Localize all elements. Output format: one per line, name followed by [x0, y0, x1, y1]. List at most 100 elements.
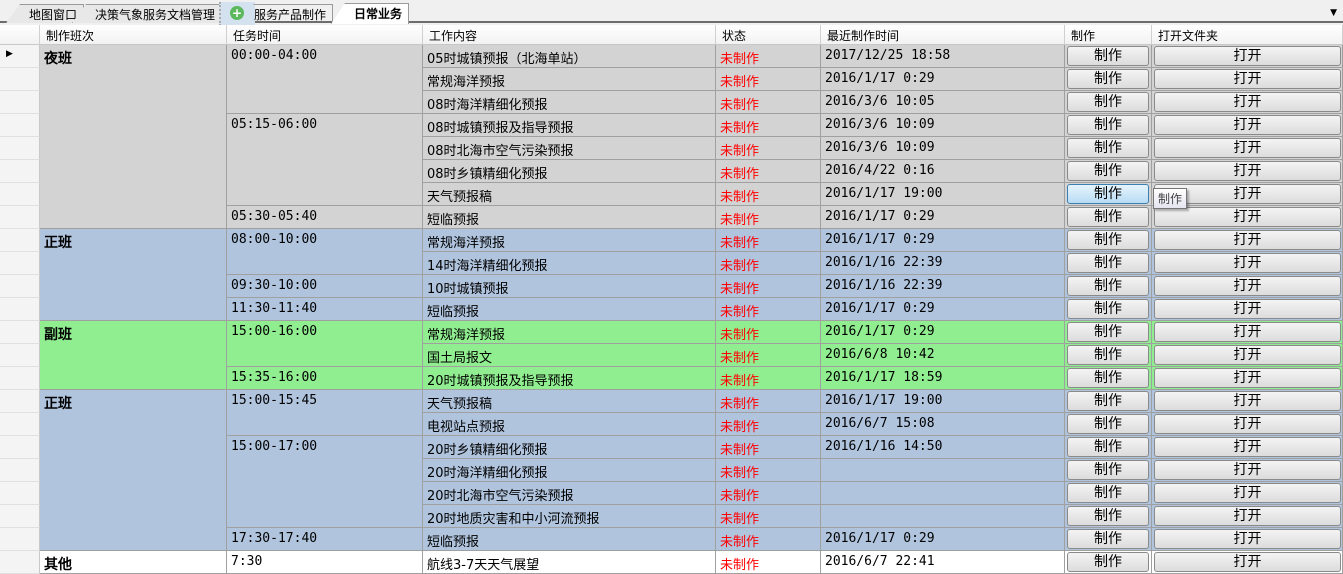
work-content-cell[interactable]: 10时城镇预报: [423, 275, 716, 298]
make-button[interactable]: 制作: [1067, 529, 1149, 549]
add-tab-button[interactable]: +: [219, 2, 255, 26]
last-made-time-cell[interactable]: 2016/1/17 0:29: [821, 321, 1065, 344]
work-content-cell[interactable]: 天气预报稿: [423, 183, 716, 206]
row-selector[interactable]: ▶: [0, 45, 40, 68]
make-button[interactable]: 制作: [1067, 46, 1149, 66]
last-made-time-cell[interactable]: 2016/1/17 19:00: [821, 390, 1065, 413]
last-made-time-cell[interactable]: 2016/1/17 19:00: [821, 183, 1065, 206]
make-button[interactable]: 制作: [1067, 414, 1149, 434]
work-content-cell[interactable]: 08时北海市空气污染预报: [423, 137, 716, 160]
open-folder-button[interactable]: 打开: [1154, 322, 1341, 342]
make-button[interactable]: 制作: [1067, 483, 1149, 503]
task-time-cell[interactable]: 11:30-11:40: [227, 298, 423, 321]
status-cell[interactable]: 未制作: [716, 436, 821, 459]
open-folder-button[interactable]: 打开: [1154, 391, 1341, 411]
status-cell[interactable]: 未制作: [716, 321, 821, 344]
status-cell[interactable]: 未制作: [716, 183, 821, 206]
last-made-time-cell[interactable]: 2016/1/17 0:29: [821, 68, 1065, 91]
open-folder-button[interactable]: 打开: [1154, 368, 1341, 388]
work-content-cell[interactable]: 20时北海市空气污染预报: [423, 482, 716, 505]
last-made-time-cell[interactable]: 2016/1/17 0:29: [821, 528, 1065, 551]
status-cell[interactable]: 未制作: [716, 68, 821, 91]
last-made-time-cell[interactable]: 2016/1/17 0:29: [821, 229, 1065, 252]
row-selector[interactable]: [0, 114, 40, 137]
status-cell[interactable]: 未制作: [716, 206, 821, 229]
task-time-cell[interactable]: 15:35-16:00: [227, 367, 423, 390]
work-content-cell[interactable]: 航线3-7天天气展望: [423, 551, 716, 574]
status-cell[interactable]: 未制作: [716, 528, 821, 551]
row-selector[interactable]: [0, 551, 40, 574]
tab-map-window[interactable]: 地图窗口: [6, 4, 85, 23]
status-cell[interactable]: 未制作: [716, 91, 821, 114]
make-button[interactable]: 制作: [1067, 230, 1149, 250]
open-folder-button[interactable]: 打开: [1154, 46, 1341, 66]
status-cell[interactable]: 未制作: [716, 160, 821, 183]
work-content-cell[interactable]: 20时地质灾害和中小河流预报: [423, 505, 716, 528]
status-cell[interactable]: 未制作: [716, 114, 821, 137]
shift-cell[interactable]: 正班: [40, 390, 227, 551]
open-folder-button[interactable]: 打开: [1154, 69, 1341, 89]
status-cell[interactable]: 未制作: [716, 482, 821, 505]
open-folder-button[interactable]: 打开: [1154, 460, 1341, 480]
make-button[interactable]: 制作: [1067, 299, 1149, 319]
make-button[interactable]: 制作: [1067, 391, 1149, 411]
status-cell[interactable]: 未制作: [716, 505, 821, 528]
status-cell[interactable]: 未制作: [716, 367, 821, 390]
status-cell[interactable]: 未制作: [716, 344, 821, 367]
tab-decision-docs[interactable]: 决策气象服务文档管理: [72, 4, 223, 23]
status-cell[interactable]: 未制作: [716, 252, 821, 275]
work-content-cell[interactable]: 20时乡镇精细化预报: [423, 436, 716, 459]
row-selector[interactable]: [0, 160, 40, 183]
column-header-make[interactable]: 制作: [1065, 25, 1152, 45]
row-selector[interactable]: [0, 482, 40, 505]
work-content-cell[interactable]: 常规海洋预报: [423, 321, 716, 344]
work-content-cell[interactable]: 电视站点预报: [423, 413, 716, 436]
open-folder-button[interactable]: 打开: [1154, 138, 1341, 158]
work-content-cell[interactable]: 08时乡镇精细化预报: [423, 160, 716, 183]
make-button[interactable]: 制作: [1067, 92, 1149, 112]
make-button[interactable]: 制作: [1067, 161, 1149, 181]
row-selector[interactable]: [0, 528, 40, 551]
tab-daily-business[interactable]: 日常业务: [331, 3, 410, 24]
make-button[interactable]: 制作: [1067, 322, 1149, 342]
last-made-time-cell[interactable]: 2016/1/16 14:50: [821, 436, 1065, 459]
column-header-open-folder[interactable]: 打开文件夹: [1152, 25, 1343, 45]
column-header-shift[interactable]: 制作班次: [40, 25, 227, 45]
make-button[interactable]: 制作: [1067, 368, 1149, 388]
work-content-cell[interactable]: 常规海洋预报: [423, 68, 716, 91]
make-button[interactable]: 制作: [1067, 207, 1149, 227]
shift-cell[interactable]: 副班: [40, 321, 227, 390]
row-selector[interactable]: [0, 436, 40, 459]
last-made-time-cell[interactable]: 2016/1/17 0:29: [821, 298, 1065, 321]
row-selector[interactable]: [0, 275, 40, 298]
last-made-time-cell[interactable]: 2017/12/25 18:58: [821, 45, 1065, 68]
make-button[interactable]: 制作: [1067, 115, 1149, 135]
last-made-time-cell[interactable]: 2016/6/7 15:08: [821, 413, 1065, 436]
last-made-time-cell[interactable]: 2016/1/17 18:59: [821, 367, 1065, 390]
status-cell[interactable]: 未制作: [716, 275, 821, 298]
status-cell[interactable]: 未制作: [716, 413, 821, 436]
status-cell[interactable]: 未制作: [716, 229, 821, 252]
open-folder-button[interactable]: 打开: [1154, 276, 1341, 296]
row-selector[interactable]: [0, 367, 40, 390]
row-selector[interactable]: [0, 344, 40, 367]
row-selector[interactable]: [0, 91, 40, 114]
column-header-last-made-time[interactable]: 最近制作时间: [821, 25, 1065, 45]
tab-list-dropdown-icon[interactable]: ▼: [1330, 8, 1337, 18]
open-folder-button[interactable]: 打开: [1154, 161, 1341, 181]
open-folder-button[interactable]: 打开: [1154, 207, 1341, 227]
column-header-status[interactable]: 状态: [716, 25, 821, 45]
open-folder-button[interactable]: 打开: [1154, 253, 1341, 273]
open-folder-button[interactable]: 打开: [1154, 345, 1341, 365]
open-folder-button[interactable]: 打开: [1154, 230, 1341, 250]
status-cell[interactable]: 未制作: [716, 298, 821, 321]
status-cell[interactable]: 未制作: [716, 137, 821, 160]
open-folder-button[interactable]: 打开: [1154, 506, 1341, 526]
work-content-cell[interactable]: 常规海洋预报: [423, 229, 716, 252]
shift-cell[interactable]: 夜班: [40, 45, 227, 229]
work-content-cell[interactable]: 短临预报: [423, 298, 716, 321]
work-content-cell[interactable]: 20时城镇预报及指导预报: [423, 367, 716, 390]
last-made-time-cell[interactable]: 2016/4/22 0:16: [821, 160, 1065, 183]
task-time-cell[interactable]: 00:00-04:00: [227, 45, 423, 114]
task-time-cell[interactable]: 05:15-06:00: [227, 114, 423, 206]
